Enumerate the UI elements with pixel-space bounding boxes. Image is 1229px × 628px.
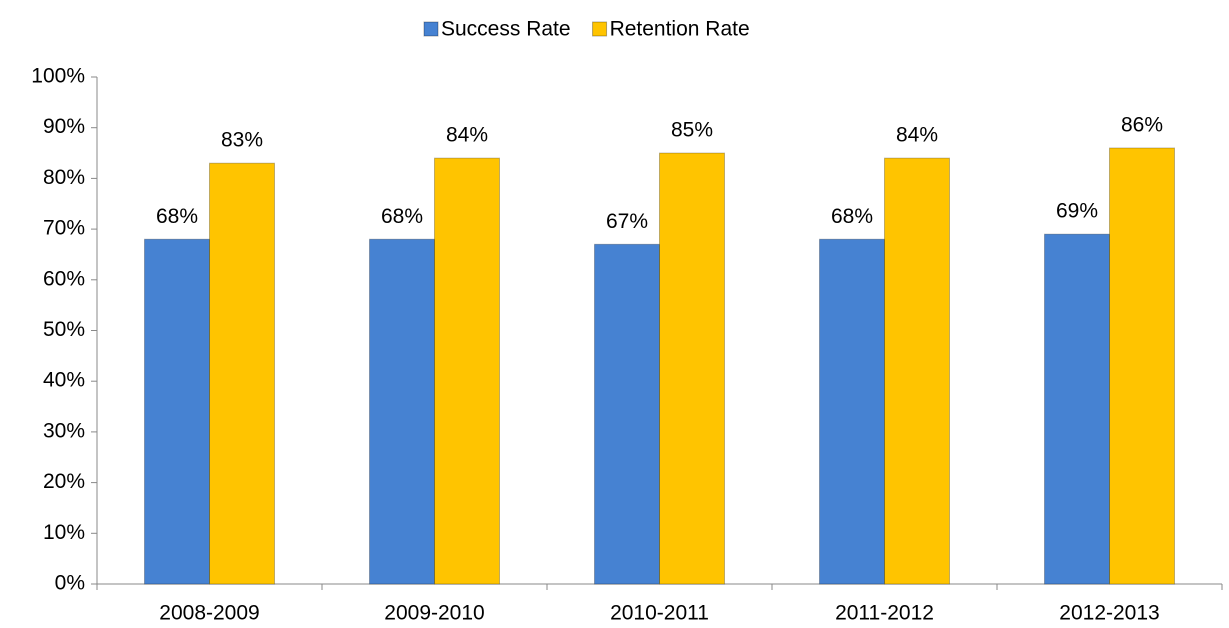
legend-swatch	[592, 21, 608, 37]
value-label: 86%	[1121, 114, 1163, 137]
y-tick-label: 20%	[43, 470, 85, 493]
y-tick-label: 0%	[55, 572, 85, 595]
legend-swatch	[423, 21, 439, 37]
value-label: 68%	[381, 205, 423, 228]
value-label: 67%	[606, 210, 648, 233]
value-label: 84%	[446, 124, 488, 147]
value-label: 69%	[1056, 200, 1098, 223]
y-tick-label: 100%	[31, 65, 85, 88]
legend-label: Success Rate	[441, 18, 571, 41]
x-tick-label: 2008-2009	[159, 602, 259, 625]
y-tick-label: 70%	[43, 217, 85, 240]
bar	[1109, 147, 1175, 585]
y-tick-label: 60%	[43, 267, 85, 290]
y-tick-label: 10%	[43, 521, 85, 544]
bar	[884, 157, 950, 585]
x-tick-label: 2012-2013	[1059, 602, 1159, 625]
y-tick-label: 30%	[43, 419, 85, 442]
y-tick-label: 50%	[43, 318, 85, 341]
bar	[369, 238, 435, 585]
value-label: 68%	[831, 205, 873, 228]
bar	[659, 152, 725, 585]
x-tick-label: 2010-2011	[610, 602, 709, 625]
bar	[819, 238, 885, 585]
bar	[144, 238, 210, 585]
bar	[209, 162, 275, 585]
y-tick-label: 40%	[43, 369, 85, 392]
y-tick-label: 90%	[43, 115, 85, 138]
value-label: 68%	[156, 205, 198, 228]
bar	[1044, 233, 1110, 585]
y-tick-label: 80%	[43, 166, 85, 189]
legend-label: Retention Rate	[610, 18, 750, 41]
x-tick-label: 2011-2012	[835, 602, 934, 625]
x-tick-label: 2009-2010	[384, 602, 484, 625]
value-label: 85%	[671, 119, 713, 142]
value-label: 84%	[896, 124, 938, 147]
bar	[434, 157, 500, 585]
value-label: 83%	[221, 129, 263, 152]
bar	[594, 243, 660, 585]
